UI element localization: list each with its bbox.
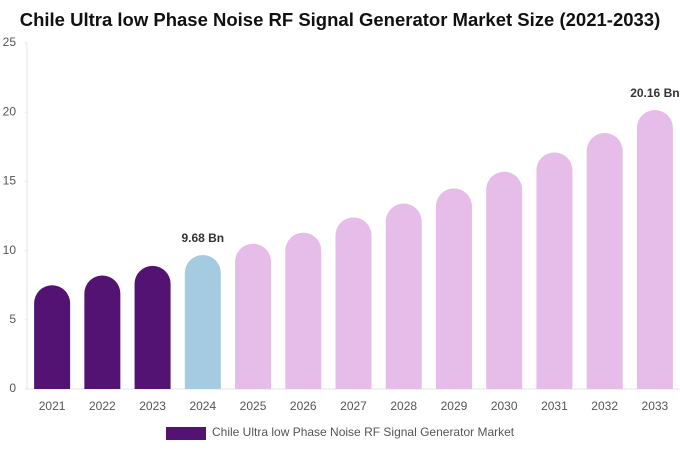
x-tick-label: 2028 xyxy=(390,399,417,413)
bar xyxy=(385,203,422,389)
bar xyxy=(34,285,71,389)
y-tick-label: 25 xyxy=(3,35,17,49)
x-tick-label: 2023 xyxy=(139,399,166,413)
y-tick-label: 20 xyxy=(3,104,17,118)
chart-title: Chile Ultra low Phase Noise RF Signal Ge… xyxy=(20,9,661,30)
bar xyxy=(134,265,171,389)
bar xyxy=(586,132,623,389)
x-tick-label: 2024 xyxy=(189,399,216,413)
bar xyxy=(285,232,322,389)
x-tick-label: 2032 xyxy=(591,399,618,413)
y-tick-label: 0 xyxy=(9,381,16,395)
value-label: 20.16 Bn xyxy=(630,86,679,100)
x-tick-label: 2021 xyxy=(39,399,66,413)
bar xyxy=(335,217,372,389)
bar xyxy=(84,275,121,389)
y-tick-label: 15 xyxy=(3,174,17,188)
legend-swatch xyxy=(166,427,206,440)
bar xyxy=(235,243,272,389)
x-tick-label: 2030 xyxy=(491,399,518,413)
bar xyxy=(636,109,673,390)
x-tick-label: 2022 xyxy=(89,399,116,413)
x-tick-label: 2029 xyxy=(441,399,468,413)
bar xyxy=(536,152,573,389)
bar xyxy=(486,171,523,389)
x-tick-label: 2031 xyxy=(541,399,568,413)
value-label: 9.68 Bn xyxy=(181,231,224,245)
legend-label: Chile Ultra low Phase Noise RF Signal Ge… xyxy=(212,425,515,439)
x-tick-label: 2026 xyxy=(290,399,317,413)
y-tick-label: 10 xyxy=(3,243,17,257)
bar xyxy=(435,188,472,389)
x-tick-label: 2025 xyxy=(240,399,267,413)
x-tick-label: 2027 xyxy=(340,399,367,413)
bar xyxy=(184,255,221,389)
x-tick-label: 2033 xyxy=(642,399,669,413)
y-tick-label: 5 xyxy=(9,312,16,326)
